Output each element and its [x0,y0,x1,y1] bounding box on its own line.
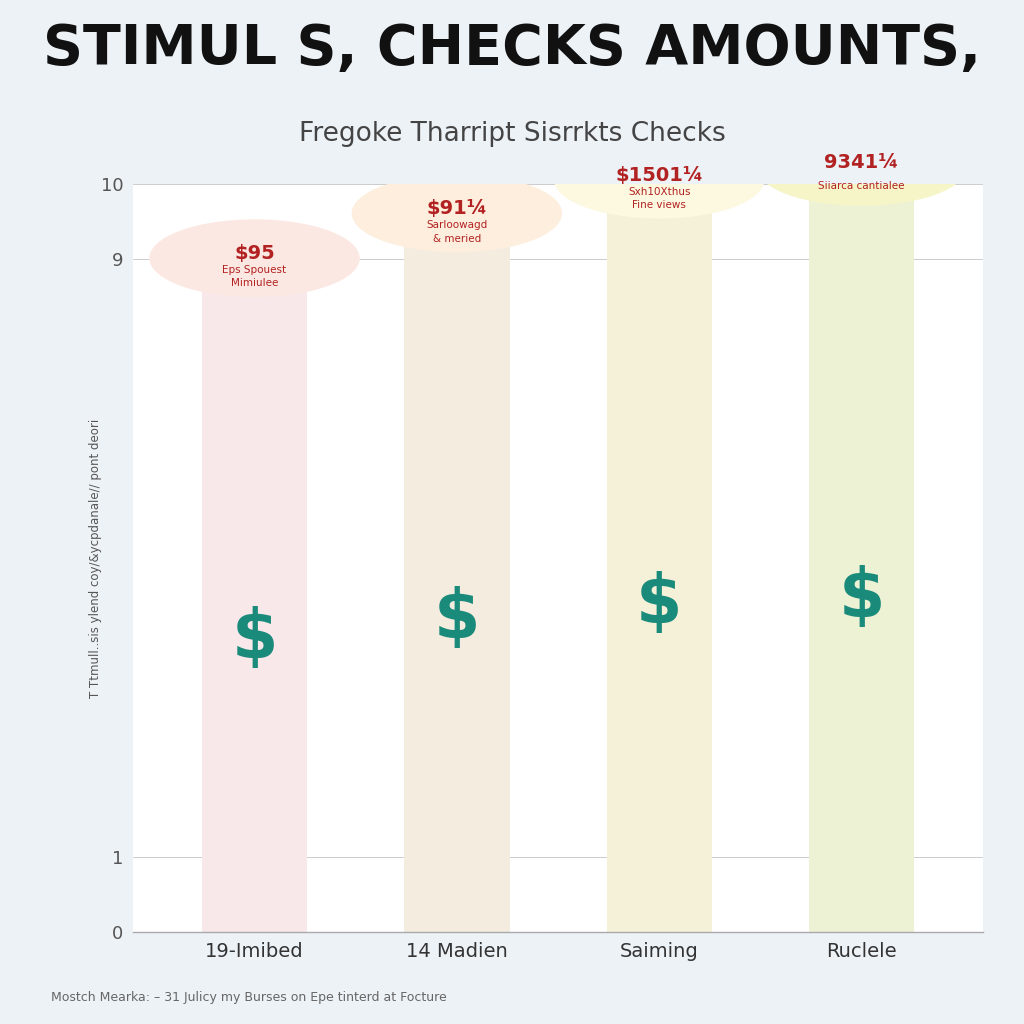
Circle shape [757,128,967,206]
Text: 9341¼: 9341¼ [824,153,899,172]
Bar [202,282,307,932]
Text: Sarloowagd
& meried: Sarloowagd & meried [426,220,487,244]
Bar [809,190,914,932]
Text: $: $ [636,570,682,637]
Text: Siiarca cantialee: Siiarca cantialee [818,180,905,190]
Text: Fregoke Tharript Sisrrkts Checks: Fregoke Tharript Sisrrkts Checks [299,122,725,147]
Text: $: $ [434,586,480,652]
Text: Mostch Mearka: – 31 Julicy my Burses on Epe tinterd at Focture: Mostch Mearka: – 31 Julicy my Burses on … [51,990,446,1004]
Circle shape [554,141,765,218]
Text: $: $ [839,565,885,631]
Text: Sxh10Xthus
Fine views: Sxh10Xthus Fine views [628,186,690,210]
Bar [606,203,712,932]
Text: $1501¼: $1501¼ [615,166,703,184]
Text: $91¼: $91¼ [426,200,487,218]
Text: STIMUL S, CHECKS AMOUNTS,: STIMUL S, CHECKS AMOUNTS, [43,23,981,76]
Y-axis label: T Ttmull..sis ylend coy/&ycpdanale// pont deori: T Ttmull..sis ylend coy/&ycpdanale// pon… [89,419,101,697]
Circle shape [150,219,359,297]
Bar [404,237,510,932]
Circle shape [351,174,562,252]
Text: Eps Spouest
Mimiulee: Eps Spouest Mimiulee [222,265,287,289]
Text: $95: $95 [234,244,274,263]
Text: $: $ [231,606,278,672]
